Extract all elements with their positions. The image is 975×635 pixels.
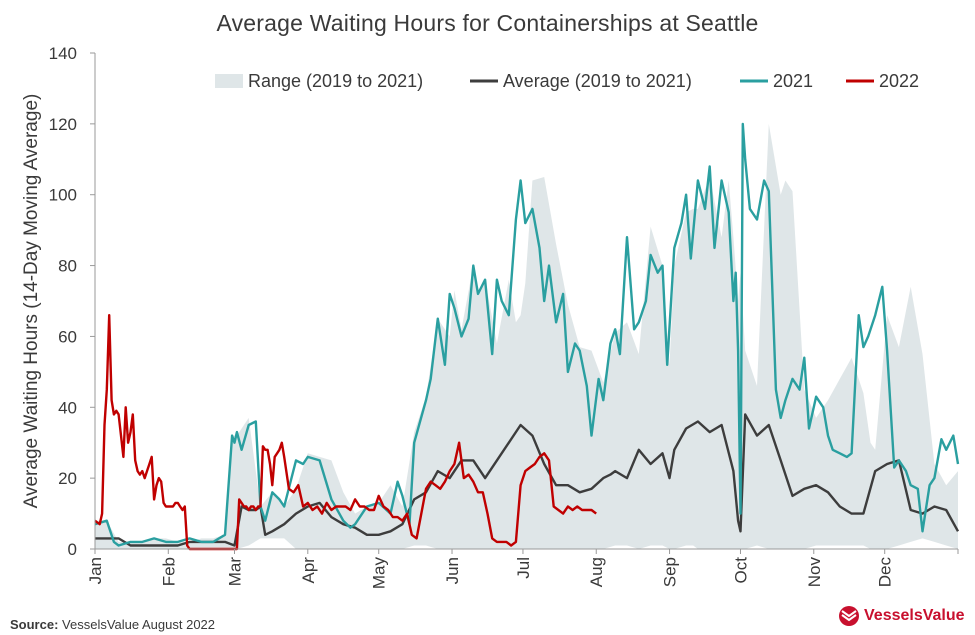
x-tick-label: Jul [514, 557, 533, 579]
legend-label: Range (2019 to 2021) [248, 71, 423, 91]
chart-title: Average Waiting Hours for Containerships… [216, 10, 759, 36]
legend-label: 2021 [773, 71, 813, 91]
y-tick-label: 80 [58, 257, 77, 276]
series-lines [94, 122, 960, 551]
x-tick-label: Sep [661, 557, 680, 587]
x-tick-label: Jun [443, 557, 462, 584]
x-tick-label: Oct [731, 557, 750, 584]
x-tick-label: Mar [225, 557, 244, 587]
source-label: Source: [10, 617, 59, 632]
x-tick-label: Jan [86, 557, 105, 584]
x-tick-label: Nov [805, 557, 824, 588]
x-tick-label: Feb [159, 557, 178, 586]
source-text: VesselsValue August 2022 [62, 617, 216, 632]
x-tick-label: Aug [587, 557, 606, 587]
y-tick-label: 40 [58, 398, 77, 417]
y-axis-label: Average Waiting Hours (14-Day Moving Ave… [21, 94, 42, 509]
y-tick-label: 60 [58, 327, 77, 346]
legend-swatch-range [215, 74, 243, 88]
series-line-2021 [94, 122, 960, 547]
series-line-2022 [94, 314, 597, 551]
range-area [95, 123, 958, 550]
y-tick-label: 0 [68, 540, 77, 559]
y-tick-label: 120 [49, 115, 77, 134]
legend-label: 2022 [879, 71, 919, 91]
x-tick-label: Dec [876, 557, 895, 588]
logo-icon [839, 606, 859, 626]
x-tick-label: Apr [299, 557, 318, 584]
y-tick-label: 20 [58, 469, 77, 488]
legend: Range (2019 to 2021) Average (2019 to 202… [215, 71, 919, 91]
y-tick-label: 140 [49, 44, 77, 63]
legend-label: Average (2019 to 2021) [503, 71, 692, 91]
range-area-fill [95, 123, 958, 550]
x-tick-label: May [370, 557, 389, 590]
logo-text: VesselsValue [864, 607, 965, 624]
y-tick-label: 100 [49, 186, 77, 205]
axes: 0 20 40 60 80 100 120 140 Jan Feb Mar Apr May Jun Jul A… [49, 44, 959, 590]
source-note: Source: VesselsValue August 2022 [10, 617, 215, 632]
vesselsvalue-logo: VesselsValue [838, 604, 965, 628]
